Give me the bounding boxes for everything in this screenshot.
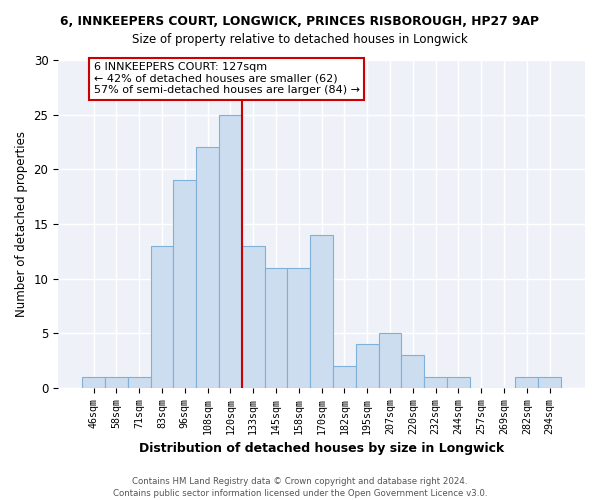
Bar bbox=[173, 180, 196, 388]
Bar bbox=[424, 377, 447, 388]
Bar bbox=[447, 377, 470, 388]
Bar bbox=[379, 334, 401, 388]
Title: 6, INNKEEPERS COURT, LONGWICK, PRINCES RISBOROUGH, HP27 9AP
Size of property rel: 6, INNKEEPERS COURT, LONGWICK, PRINCES R… bbox=[0, 499, 1, 500]
Bar bbox=[538, 377, 561, 388]
Bar bbox=[333, 366, 356, 388]
Text: Size of property relative to detached houses in Longwick: Size of property relative to detached ho… bbox=[132, 32, 468, 46]
Bar bbox=[151, 246, 173, 388]
Bar bbox=[356, 344, 379, 388]
Bar bbox=[401, 355, 424, 388]
Bar bbox=[82, 377, 105, 388]
Bar bbox=[128, 377, 151, 388]
Text: 6 INNKEEPERS COURT: 127sqm
← 42% of detached houses are smaller (62)
57% of semi: 6 INNKEEPERS COURT: 127sqm ← 42% of deta… bbox=[94, 62, 359, 96]
Text: Contains HM Land Registry data © Crown copyright and database right 2024.
Contai: Contains HM Land Registry data © Crown c… bbox=[113, 476, 487, 498]
Bar bbox=[196, 148, 219, 388]
Text: 6, INNKEEPERS COURT, LONGWICK, PRINCES RISBOROUGH, HP27 9AP: 6, INNKEEPERS COURT, LONGWICK, PRINCES R… bbox=[61, 15, 539, 28]
Bar bbox=[310, 235, 333, 388]
Bar bbox=[105, 377, 128, 388]
Bar bbox=[265, 268, 287, 388]
Bar bbox=[219, 114, 242, 388]
Bar bbox=[287, 268, 310, 388]
Y-axis label: Number of detached properties: Number of detached properties bbox=[15, 131, 28, 317]
X-axis label: Distribution of detached houses by size in Longwick: Distribution of detached houses by size … bbox=[139, 442, 504, 455]
Bar bbox=[515, 377, 538, 388]
Bar bbox=[242, 246, 265, 388]
